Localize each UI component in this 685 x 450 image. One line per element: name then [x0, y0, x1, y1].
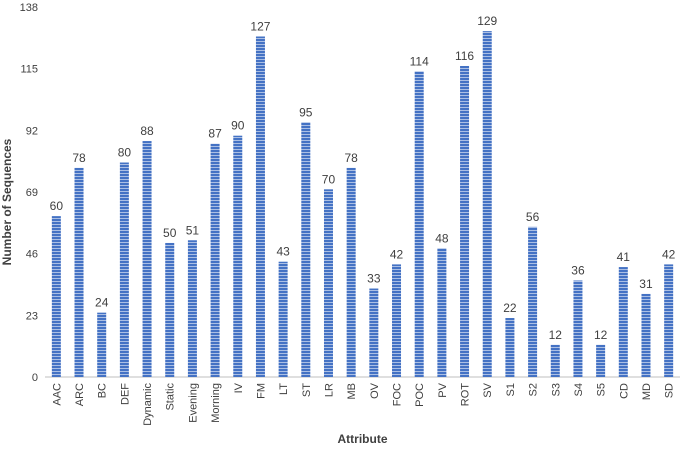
x-tick-label-poc: POC — [414, 383, 426, 407]
data-label-sd: 42 — [662, 247, 676, 261]
bar-evening — [187, 240, 197, 377]
data-label-morning: 87 — [208, 127, 222, 141]
x-tick-label-bc: BC — [97, 383, 109, 398]
x-tick-label-pv: PV — [437, 382, 449, 397]
bar-iv — [233, 135, 243, 377]
data-label-bc: 24 — [95, 296, 109, 310]
data-label-rot: 116 — [455, 49, 474, 63]
bar-md — [641, 293, 651, 377]
x-tick-label-fm: FM — [255, 383, 267, 399]
data-label-ov: 33 — [367, 272, 381, 286]
x-tick-label-dynamic: Dynamic — [142, 383, 154, 426]
data-label-dynamic: 88 — [140, 124, 154, 138]
data-label-s2: 56 — [526, 210, 540, 224]
y-tick-label: 138 — [20, 2, 38, 14]
bars — [51, 31, 674, 378]
data-label-aac: 60 — [50, 199, 64, 213]
x-tick-label-s1: S1 — [505, 383, 517, 396]
data-label-md: 31 — [639, 277, 653, 291]
data-label-s1: 22 — [503, 301, 517, 315]
x-tick-label-morning: Morning — [210, 383, 222, 423]
bar-morning — [210, 143, 220, 377]
bar-sd — [664, 264, 674, 377]
x-tick-label-s2: S2 — [528, 383, 540, 396]
bar-lr — [323, 189, 333, 377]
bar-def — [119, 162, 129, 377]
x-tick-label-rot: ROT — [460, 383, 472, 407]
data-label-s4: 36 — [571, 263, 585, 277]
x-tick-label-md: MD — [641, 383, 653, 400]
bar-aac — [51, 216, 61, 377]
bar-arc — [74, 167, 84, 377]
data-label-s3: 12 — [549, 328, 563, 342]
data-label-pv: 48 — [435, 231, 449, 245]
y-tick-label: 23 — [26, 310, 38, 322]
x-tick-label-static: Static — [165, 383, 177, 411]
x-tick-label-s5: S5 — [596, 383, 608, 396]
x-tick-label-arc: ARC — [74, 383, 86, 406]
data-label-fm: 127 — [250, 19, 270, 33]
x-tick-label-cd: CD — [618, 383, 630, 399]
bar-s2 — [528, 226, 538, 377]
x-tick-label-lr: LR — [323, 383, 335, 397]
data-label-evening: 51 — [186, 223, 200, 237]
bar-dynamic — [142, 141, 152, 377]
x-tick-label-mb: MB — [346, 383, 358, 400]
x-tick-label-def: DEF — [119, 383, 131, 405]
data-labels: 60 78 24 80 88 50 51 87 90 127 43 95 70 78 33 42 114 48 11… — [50, 14, 676, 342]
bar-static — [165, 242, 175, 377]
x-tick-label-sv: SV — [482, 382, 494, 397]
y-tick-label: 46 — [26, 249, 38, 261]
bar-s4 — [573, 280, 583, 377]
data-label-mb: 78 — [344, 151, 358, 165]
data-label-sv: 129 — [477, 14, 497, 28]
data-label-lr: 70 — [322, 172, 336, 186]
bar-lt — [278, 261, 288, 377]
x-tick-label-lt: LT — [278, 383, 290, 395]
data-label-poc: 114 — [410, 54, 429, 68]
bar-s1 — [505, 318, 515, 377]
bar-ov — [369, 288, 379, 377]
bar-s5 — [596, 344, 606, 377]
x-tick-label-foc: FOC — [392, 383, 404, 406]
y-axis-title: Number of Sequences — [0, 138, 14, 265]
data-label-s5: 12 — [594, 328, 608, 342]
y-tick-label: 115 — [20, 64, 38, 76]
bar-sv — [482, 31, 492, 378]
bar-poc — [414, 71, 424, 377]
x-axis-ticks: AAC ARC BC DEF Dynamic Static Evening Morning IV… — [51, 382, 675, 425]
y-tick-label: 92 — [26, 125, 38, 137]
bar-s3 — [550, 344, 560, 377]
x-tick-label-s4: S4 — [573, 383, 585, 396]
data-label-foc: 42 — [390, 247, 404, 261]
bar-bc — [97, 312, 107, 377]
data-label-st: 95 — [299, 105, 313, 119]
data-label-static: 50 — [163, 226, 177, 240]
data-label-iv: 90 — [231, 119, 245, 133]
x-tick-label-sd: SD — [664, 383, 676, 398]
x-axis-title: Attribute — [338, 432, 388, 446]
x-tick-label-s3: S3 — [550, 383, 562, 396]
bar-pv — [437, 248, 447, 377]
bar-st — [301, 122, 311, 377]
data-label-arc: 78 — [72, 151, 86, 165]
y-tick-label: 69 — [26, 187, 38, 199]
x-tick-label-ov: OV — [369, 382, 381, 399]
data-label-def: 80 — [118, 146, 132, 160]
bar-foc — [392, 264, 402, 377]
y-tick-label: 0 — [32, 372, 38, 384]
x-tick-label-aac: AAC — [51, 383, 63, 406]
bar-fm — [255, 36, 265, 378]
y-axis-ticks: 0 23 46 69 92 115 138 — [20, 2, 38, 384]
bar-cd — [618, 267, 628, 377]
bar-rot — [460, 65, 470, 377]
x-tick-label-evening: Evening — [187, 383, 199, 423]
x-tick-label-st: ST — [301, 383, 313, 397]
data-label-lt: 43 — [276, 245, 290, 259]
x-tick-label-iv: IV — [233, 382, 245, 393]
bar-mb — [346, 167, 356, 377]
data-label-cd: 41 — [617, 250, 631, 264]
